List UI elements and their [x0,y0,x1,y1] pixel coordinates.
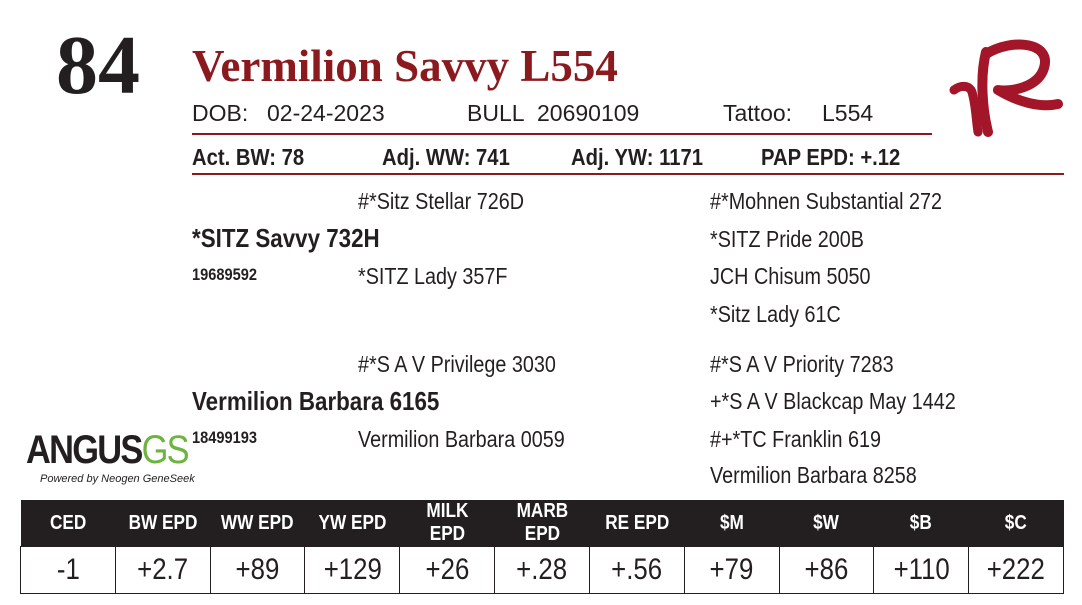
sire-registration: 19689592 [192,265,258,284]
dam-registration: 18499193 [192,428,258,447]
sire-dam: *SITZ Lady 357F [358,263,508,289]
logo-gs-text: GS [141,428,190,472]
epd-value-c: +222 [968,546,1064,594]
epd-value-w: +86 [778,546,875,594]
dam-dam-dam: Vermilion Barbara 8258 [710,462,917,488]
stats-divider [192,173,1064,175]
epd-header-row: CED BW EPD WW EPD YW EPD MILK EPD MARB E… [20,500,1064,547]
lot-number: 84 [56,19,140,112]
epd-header-c: $C [968,500,1064,547]
epd-header-m: $M [684,500,779,547]
pap-epd: PAP EPD: +.12 [761,144,901,170]
sire-dam-dam: *Sitz Lady 61C [710,301,841,327]
epd-header-milk: MILK EPD [399,500,495,547]
dam-sire-dam: +*S A V Blackcap May 1442 [710,388,956,414]
dam-sire: #*S A V Privilege 3030 [358,351,556,377]
tattoo-value: L554 [822,100,874,126]
epd-header-ww: WW EPD [210,500,305,547]
sex-value: BULL [467,100,525,126]
sire-sire-sire: #*Mohnen Substantial 272 [710,188,943,214]
epd-header-marb: MARB EPD [494,500,590,547]
angus-gs-logo: ANGUSGS Powered by Neogen GeneSeek [26,428,195,490]
sire-sire: #*Sitz Stellar 726D [358,188,525,214]
epd-header-re: RE EPD [589,500,685,547]
epd-header-bw: BW EPD [115,500,211,547]
adjusted-yearling-weight: Adj. YW: 1171 [571,144,703,170]
animal-name: Vermilion Savvy L554 [192,41,618,91]
epd-table: CED BW EPD WW EPD YW EPD MILK EPD MARB E… [20,500,1064,594]
sire-dam-sire: JCH Chisum 5050 [710,263,871,289]
epd-value-yw: +129 [304,546,401,594]
tattoo-label: Tattoo: [723,100,793,126]
logo-angus-text: ANGUS [26,428,143,472]
epd-value-row: -1 +2.7 +89 +129 +26 +.28 +.56 +79 +86 +… [20,546,1064,594]
epd-value-marb: +.28 [494,546,590,594]
angus-gs-wordmark: ANGUSGS [26,428,190,472]
epd-header-ced: CED [20,500,116,547]
epd-value-milk: +26 [399,546,496,594]
actual-birth-weight: Act. BW: 78 [192,144,305,170]
dob-label: DOB: [192,100,249,126]
dam-dam: Vermilion Barbara 0059 [358,426,565,452]
dam-name: Vermilion Barbara 6165 [192,386,440,416]
registration-number: 20690109 [537,100,640,126]
adjusted-weaning-weight: Adj. WW: 741 [382,144,510,170]
vr-brand-logo [940,28,1064,140]
logo-tagline: Powered by Neogen GeneSeek [40,473,195,485]
epd-value-bw: +2.7 [114,546,211,594]
epd-header-w: $W [779,500,874,547]
epd-value-m: +79 [683,546,780,594]
epd-value-ww: +89 [209,546,306,594]
dam-sire-sire: #*S A V Priority 7283 [710,351,894,377]
epd-value-b: +110 [873,546,970,594]
sire-name: *SITZ Savvy 732H [192,223,380,253]
dob-value: 02-24-2023 [267,100,385,126]
sire-sire-dam: *SITZ Pride 200B [710,226,864,252]
epd-value-re: +.56 [588,546,685,594]
epd-header-yw: YW EPD [304,500,400,547]
header-divider [192,133,932,135]
epd-value-ced: -1 [20,546,116,594]
epd-header-b: $B [873,500,969,547]
dam-dam-sire: #+*TC Franklin 619 [710,426,881,452]
